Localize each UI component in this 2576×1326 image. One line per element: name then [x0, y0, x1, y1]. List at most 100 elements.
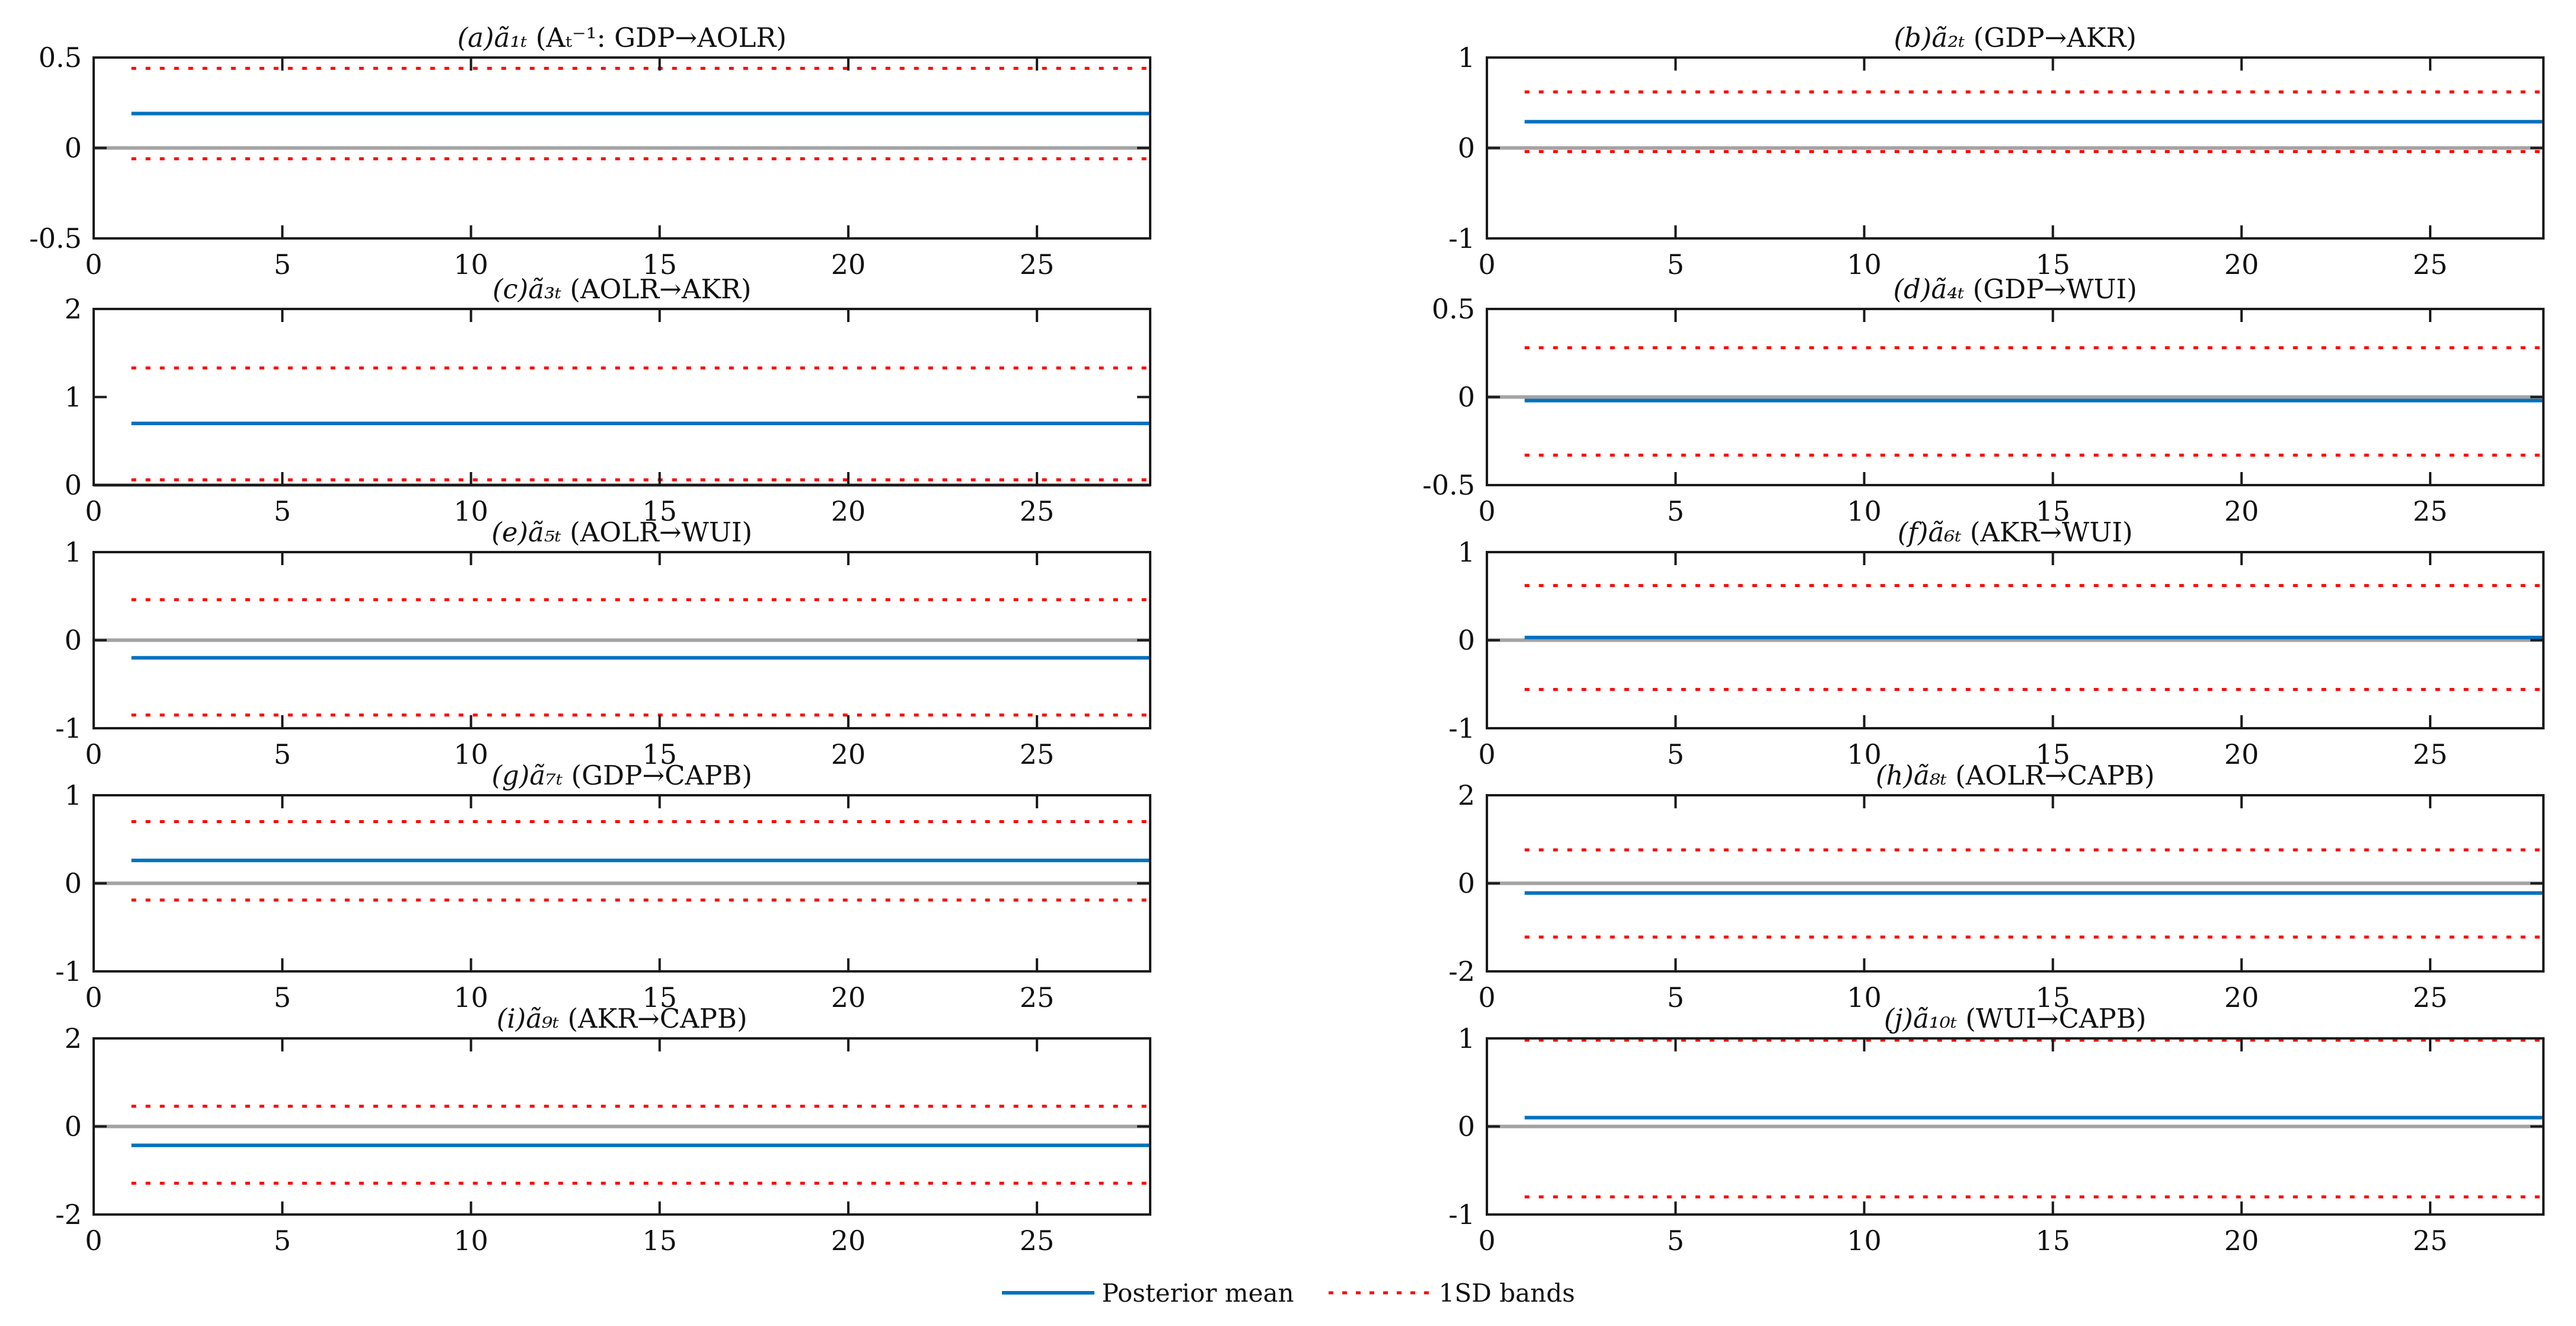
y-tick-label: -1: [1448, 1198, 1475, 1231]
y-tick-label: 2: [65, 293, 82, 325]
x-tick-label: 5: [1667, 1225, 1684, 1257]
y-tick-label: 1: [1458, 42, 1475, 74]
x-tick-label: 10: [454, 1225, 489, 1257]
y-tick-label: -2: [55, 1198, 82, 1231]
x-tick-label: 25: [1020, 495, 1055, 527]
x-tick-label: 0: [1478, 248, 1495, 280]
x-tick-label: 5: [1667, 495, 1684, 527]
x-tick-label: 25: [2413, 738, 2448, 770]
y-tick-label: 1: [65, 536, 82, 568]
panel-title: (e)ã₅ₜ (AOLR→WUI): [491, 517, 752, 548]
x-tick-label: 25: [1020, 981, 1055, 1013]
y-tick-label: 0: [1458, 868, 1475, 900]
panel-title: (b)ã₂ₜ (GDP→AKR): [1894, 22, 2136, 53]
x-tick-label: 20: [2224, 248, 2259, 280]
x-tick-label: 25: [1020, 738, 1055, 770]
legend-posterior-mean-label: Posterior mean: [1102, 1278, 1294, 1308]
y-tick-label: 0: [65, 868, 82, 900]
panel-title: (d)ã₄ₜ (GDP→WUI): [1893, 273, 2137, 305]
y-tick-label: 1: [1458, 536, 1475, 568]
x-tick-label: 25: [2413, 981, 2448, 1013]
x-tick-label: 0: [1478, 1225, 1495, 1257]
panel-d: 0 5 10 15 20 250.50-0.5(d)ã₄ₜ (GDP→WUI): [1422, 273, 2545, 527]
posterior-mean-swatch: [1002, 1291, 1095, 1295]
x-tick-label: 10: [1847, 1225, 1882, 1257]
y-tick-label: 1: [65, 381, 82, 413]
y-tick-label: 0: [1458, 624, 1475, 656]
x-tick-label: 15: [642, 981, 677, 1013]
panel-title: (g)ã₇ₜ (GDP→CAPB): [491, 760, 752, 791]
y-tick-label: -1: [55, 955, 82, 987]
x-tick-label: 20: [2224, 738, 2259, 770]
y-tick-label: 0: [1458, 132, 1475, 164]
y-tick-label: 2: [65, 1022, 82, 1054]
x-tick-label: 0: [1478, 981, 1495, 1013]
y-tick-label: 0: [65, 469, 82, 501]
panel-title: (i)ã₉ₜ (AKR→CAPB): [497, 1003, 748, 1034]
y-tick-label: 1: [1458, 1022, 1475, 1054]
x-tick-label: 5: [1667, 738, 1684, 770]
x-tick-label: 20: [2224, 981, 2259, 1013]
axes-box: [92, 308, 1151, 486]
x-tick-label: 10: [1847, 248, 1882, 280]
x-tick-label: 25: [2413, 1225, 2448, 1257]
panel-title: (j)ã₁₀ₜ (WUI→CAPB): [1884, 1003, 2146, 1034]
x-tick-label: 5: [274, 981, 291, 1013]
x-tick-label: 10: [454, 495, 489, 527]
y-tick-label: -0.5: [29, 222, 82, 254]
x-tick-label: 5: [274, 738, 291, 770]
x-tick-label: 20: [2224, 1225, 2259, 1257]
x-tick-label: 20: [2224, 495, 2259, 527]
y-tick-label: 0: [65, 624, 82, 656]
x-tick-label: 10: [1847, 738, 1882, 770]
x-tick-label: 5: [274, 495, 291, 527]
x-tick-label: 5: [1667, 981, 1684, 1013]
y-tick-label: -2: [1448, 955, 1475, 987]
x-tick-label: 0: [85, 981, 102, 1013]
y-tick-label: -1: [55, 712, 82, 744]
x-tick-label: 15: [2035, 495, 2070, 527]
x-tick-label: 5: [274, 1225, 291, 1257]
panel-title: (a)ã₁ₜ (Aₜ⁻¹: GDP→AOLR): [457, 22, 786, 53]
x-tick-label: 15: [2035, 248, 2070, 280]
y-tick-label: 0.5: [39, 42, 82, 74]
x-tick-label: 0: [1478, 495, 1495, 527]
x-tick-label: 20: [831, 981, 866, 1013]
x-tick-label: 20: [831, 248, 866, 280]
y-tick-label: 2: [1458, 779, 1475, 811]
y-tick-label: 1: [65, 779, 82, 811]
x-tick-label: 15: [2035, 738, 2070, 770]
panel-title: (c)ã₃ₜ (AOLR→AKR): [493, 273, 752, 305]
panel-title: (f)ã₆ₜ (AKR→WUI): [1898, 517, 2133, 548]
y-tick-label: 0: [65, 132, 82, 164]
x-tick-label: 15: [642, 495, 677, 527]
x-tick-label: 20: [831, 738, 866, 770]
legend-sd-bands-label: 1SD bands: [1438, 1278, 1575, 1308]
x-tick-label: 0: [1478, 738, 1495, 770]
panel-a: 0 5 10 15 20 250.50-0.5(a)ã₁ₜ (Aₜ⁻¹: GDP→AOLR…: [29, 22, 1151, 280]
x-tick-label: 10: [1847, 981, 1882, 1013]
y-tick-label: 0: [65, 1111, 82, 1143]
x-tick-label: 0: [85, 248, 102, 280]
y-tick-label: -0.5: [1422, 469, 1475, 501]
x-tick-label: 15: [642, 248, 677, 280]
x-tick-label: 20: [831, 495, 866, 527]
y-tick-label: -1: [1448, 222, 1475, 254]
x-tick-label: 0: [85, 495, 102, 527]
sd-bands-swatch: [1328, 1291, 1432, 1295]
x-tick-label: 5: [274, 248, 291, 280]
x-tick-label: 15: [642, 738, 677, 770]
y-tick-label: -1: [1448, 712, 1475, 744]
x-tick-label: 10: [454, 981, 489, 1013]
y-tick-label: 0.5: [1432, 293, 1475, 325]
y-tick-label: 0: [1458, 381, 1475, 413]
